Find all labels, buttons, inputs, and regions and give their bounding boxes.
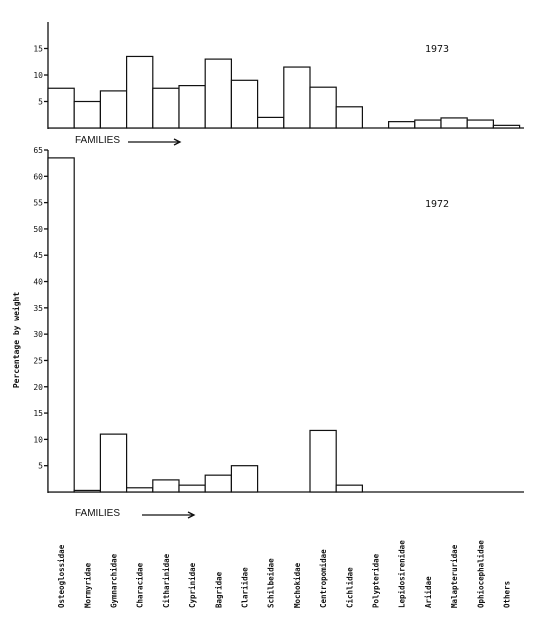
bar-bagridae <box>204 474 232 493</box>
x-axis-label: FAMILIES <box>75 135 120 146</box>
y-tick-label: 10 <box>33 435 43 444</box>
bar-lepidosirenidae <box>388 121 416 129</box>
bar-mormyridae <box>73 489 101 493</box>
bar-centropomidae <box>309 429 337 493</box>
x-tick-label: Malapteruridae <box>450 544 459 608</box>
x-tick-label: Lepidosirenidae <box>398 540 407 608</box>
y-tick-label: 50 <box>33 225 43 234</box>
chart-1972: 5 10 15 20 25 30 35 40 45 50 55 60 65 1972 FAMILIES Per… <box>11 146 524 519</box>
x-tick-label: Cichlidae <box>345 567 354 608</box>
y-tick-label: 20 <box>33 383 43 392</box>
y-tick-label: 60 <box>33 172 43 181</box>
x-tick-label: Gymnarchidae <box>110 553 119 608</box>
x-tick-label: Citharinidae <box>162 553 171 608</box>
x-tick-label: Mormyridae <box>83 562 92 608</box>
x-tick-label: Osteoglossidae <box>57 544 66 608</box>
y-tick-label: 15 <box>33 409 43 418</box>
y-tick-label: 30 <box>33 330 43 339</box>
y-tick-label: 45 <box>33 251 43 260</box>
arrow-head-icon <box>187 511 196 519</box>
bar-osteoglossidae <box>47 87 75 129</box>
bar-citharinidae <box>152 479 180 493</box>
bar-mochokidae <box>283 66 311 129</box>
y-tick-label: 15 <box>33 45 43 54</box>
bar-gymnarchidae <box>99 433 128 493</box>
bar-clariidae <box>230 465 259 493</box>
bar-citharinidae <box>152 87 180 129</box>
y-tick-label: 10 <box>33 71 43 80</box>
x-tick-label: Bagridae <box>214 571 223 608</box>
y-axis-label: Percentage by weight <box>11 292 21 389</box>
y-tick-label: 55 <box>33 199 43 208</box>
chart-title: 1972 <box>425 199 449 210</box>
bar-cichlidae <box>335 484 364 493</box>
x-axis-label: FAMILIES <box>75 508 120 519</box>
bar-ophiocephalidae <box>466 119 495 129</box>
bar-cichlidae <box>335 106 364 129</box>
bar-ariidae <box>414 119 442 129</box>
x-tick-label: Characidae <box>136 562 145 608</box>
bar-cyprinidae <box>178 484 206 493</box>
chart-1973: 5 10 15 1973 FAMILIES <box>33 22 524 146</box>
bar-others <box>492 124 521 129</box>
x-tick-label: Mochokidae <box>293 562 302 608</box>
x-tick-label: Clariidae <box>241 567 250 608</box>
x-tick-label: Ariidae <box>424 576 433 608</box>
arrow-head-icon <box>173 138 182 146</box>
x-tick-label: Polypteridae <box>372 553 381 608</box>
bar-bagridae <box>204 58 232 129</box>
bar-schilbeidae <box>257 116 285 129</box>
bar-characidae <box>125 487 154 493</box>
bar-malapteruridae <box>440 117 468 129</box>
bar-characidae <box>125 55 154 129</box>
y-tick-label: 40 <box>33 278 43 287</box>
y-tick-label: 5 <box>38 462 43 471</box>
bar-gymnarchidae <box>99 90 128 129</box>
y-tick-label: 35 <box>33 304 43 313</box>
bar-centropomidae <box>309 86 337 129</box>
x-tick-label: Centropomidae <box>319 549 328 608</box>
x-tick-label: Schilbeidae <box>267 558 276 608</box>
bar-cyprinidae <box>178 84 206 129</box>
x-tick-label: Others <box>503 581 512 608</box>
x-tick-label: Ophiocephalidae <box>476 540 485 608</box>
x-tick-label: Cyprinidae <box>188 562 197 608</box>
bar-osteoglossidae <box>47 157 75 493</box>
y-tick-label: 5 <box>38 98 43 107</box>
chart-title: 1973 <box>425 44 449 55</box>
bar-clariidae <box>230 79 259 129</box>
category-labels: Osteoglossidae Mormyridae Gymnarchidae Char… <box>57 540 511 608</box>
y-tick-label: 25 <box>33 356 43 365</box>
y-tick-label: 65 <box>33 146 43 155</box>
bar-mormyridae <box>73 100 101 129</box>
